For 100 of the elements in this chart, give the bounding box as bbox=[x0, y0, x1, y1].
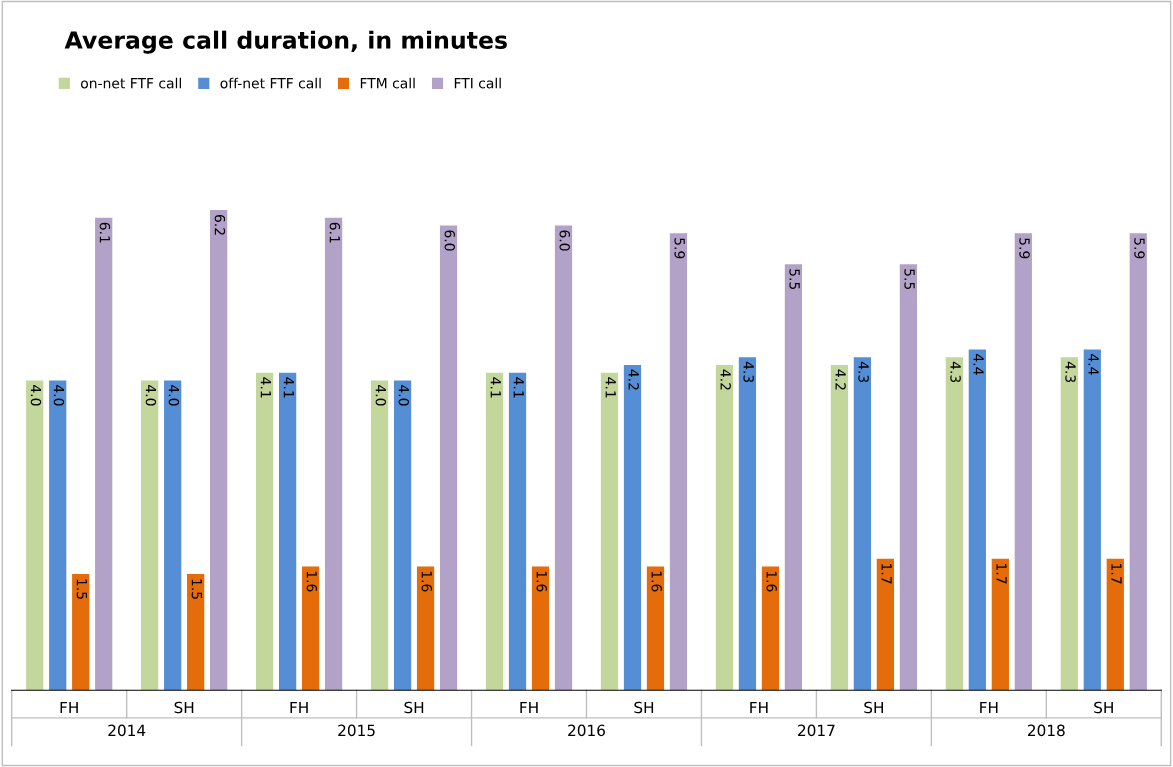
bar bbox=[945, 357, 963, 691]
data-label: 4.4 bbox=[1088, 354, 1099, 375]
data-label: 1.5 bbox=[191, 579, 202, 599]
bar bbox=[1083, 349, 1101, 691]
bar bbox=[49, 380, 67, 691]
data-label: 4.2 bbox=[628, 369, 639, 390]
data-label: 6.0 bbox=[559, 230, 570, 251]
bar bbox=[715, 365, 734, 691]
data-label: 1.7 bbox=[996, 564, 1007, 584]
data-label: 4.1 bbox=[260, 377, 271, 398]
bar bbox=[1060, 357, 1078, 691]
data-label: 1.6 bbox=[766, 571, 777, 592]
legend-label: FTI call bbox=[454, 77, 501, 89]
bar bbox=[439, 225, 458, 691]
bar bbox=[141, 380, 159, 691]
bar bbox=[187, 574, 205, 691]
data-label: 4.1 bbox=[490, 377, 501, 398]
bar bbox=[623, 365, 642, 691]
data-label: 1.6 bbox=[651, 571, 662, 592]
bar bbox=[1014, 233, 1032, 691]
x-tick-label: SH bbox=[404, 701, 424, 714]
data-label: 4.3 bbox=[1065, 361, 1076, 383]
bar bbox=[485, 372, 504, 691]
bar bbox=[256, 372, 274, 691]
bar bbox=[416, 566, 435, 691]
x-tick-label: FH bbox=[290, 701, 308, 714]
data-label: 1.6 bbox=[421, 571, 433, 592]
data-label: 4.3 bbox=[743, 361, 754, 383]
bar bbox=[876, 558, 894, 691]
text: 2015 bbox=[338, 724, 375, 737]
data-label: 6.2 bbox=[214, 214, 226, 235]
data-label: 5.9 bbox=[1019, 238, 1030, 259]
bar bbox=[991, 558, 1009, 691]
x-tick-label: SH bbox=[174, 701, 194, 714]
bar bbox=[646, 566, 665, 691]
bar bbox=[600, 372, 619, 691]
x-tick-label: SH bbox=[634, 701, 654, 714]
bar bbox=[968, 349, 986, 691]
data-label: 4.1 bbox=[513, 377, 524, 398]
data-label: 1.6 bbox=[306, 571, 318, 592]
bar bbox=[324, 217, 343, 691]
chart-title: Average call duration, in minutes bbox=[64, 30, 507, 54]
text: 2014 bbox=[108, 724, 146, 737]
x-tick-label: FH bbox=[520, 701, 538, 714]
x-tick-label: SH bbox=[864, 701, 883, 714]
bar bbox=[301, 566, 320, 691]
data-label: 4.3 bbox=[950, 361, 961, 383]
x-tick-label: FH bbox=[750, 701, 768, 714]
bar bbox=[164, 380, 182, 691]
data-label: 1.7 bbox=[1111, 564, 1122, 584]
bar bbox=[95, 217, 113, 691]
data-label: 4.0 bbox=[145, 385, 157, 406]
legend-label: on-net FTF call bbox=[81, 77, 181, 89]
legend-label: FTM call bbox=[360, 77, 415, 89]
data-label: 4.0 bbox=[375, 385, 387, 406]
data-label: 5.5 bbox=[904, 269, 915, 290]
bar bbox=[531, 566, 550, 691]
legend-label: off-net FTF call bbox=[220, 77, 321, 89]
data-label: 4.1 bbox=[283, 377, 294, 398]
data-label: 6.1 bbox=[329, 222, 341, 243]
bar bbox=[669, 233, 688, 691]
text: 2016 bbox=[568, 724, 605, 737]
bar bbox=[1106, 558, 1124, 691]
bar bbox=[393, 380, 412, 691]
bar bbox=[784, 264, 803, 691]
bar bbox=[26, 380, 44, 691]
bar bbox=[508, 372, 527, 691]
x-tick-label: SH bbox=[1094, 701, 1113, 714]
bar bbox=[853, 357, 872, 691]
bar bbox=[899, 264, 917, 691]
data-label: 4.0 bbox=[168, 385, 180, 406]
data-label: 6.1 bbox=[99, 222, 111, 243]
bar bbox=[370, 380, 389, 691]
x-tick-label: FH bbox=[980, 701, 998, 714]
bar bbox=[761, 566, 780, 691]
bar bbox=[210, 210, 228, 691]
data-label: 1.5 bbox=[76, 579, 87, 599]
data-label: 5.9 bbox=[1134, 238, 1145, 259]
bar bbox=[279, 372, 297, 691]
data-label: 4.2 bbox=[835, 369, 846, 390]
data-label: 5.9 bbox=[674, 238, 685, 259]
bar bbox=[738, 357, 757, 691]
bar bbox=[554, 225, 573, 691]
data-label: 1.6 bbox=[536, 571, 547, 592]
text: 2017 bbox=[798, 724, 835, 737]
bar bbox=[830, 365, 849, 691]
data-label: 6.0 bbox=[444, 230, 456, 251]
data-label: 4.0 bbox=[398, 385, 410, 406]
data-label: 5.5 bbox=[789, 269, 800, 290]
data-label: 4.0 bbox=[30, 385, 42, 406]
data-label: 4.0 bbox=[53, 385, 65, 406]
text: 2018 bbox=[1027, 724, 1065, 737]
x-tick-label: FH bbox=[60, 701, 78, 714]
data-label: 1.7 bbox=[881, 564, 892, 584]
data-label: 4.4 bbox=[973, 354, 984, 375]
data-label: 4.1 bbox=[605, 377, 616, 398]
bar bbox=[72, 574, 90, 691]
data-label: 4.2 bbox=[720, 369, 731, 390]
data-label: 4.3 bbox=[858, 361, 869, 383]
bar bbox=[1129, 233, 1147, 691]
